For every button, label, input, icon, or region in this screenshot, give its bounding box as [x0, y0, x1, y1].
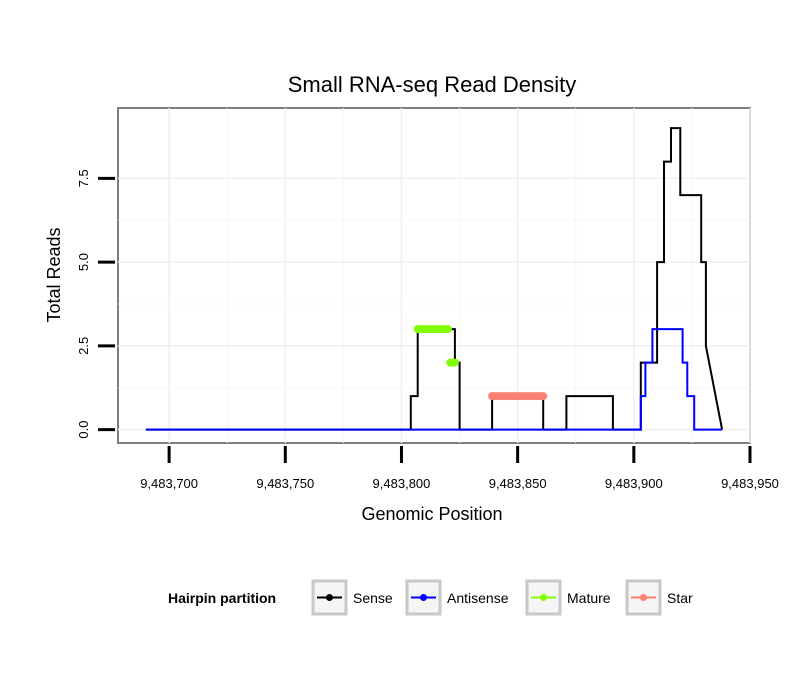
legend-item-antisense: Antisense: [405, 579, 509, 616]
y-tick-label: 0.0: [76, 421, 91, 439]
x-tick-label: 9,483,900: [605, 476, 663, 491]
y-axis: 0.0 2.5 5.0 7.5: [76, 169, 115, 439]
mature-point: [443, 325, 452, 334]
legend: Hairpin partition Sense Antisense Mature St…: [168, 579, 693, 616]
x-axis: 9,483,700 9,483,750 9,483,800 9,483,850 9,48…: [140, 446, 779, 491]
x-tick-label: 9,483,850: [489, 476, 547, 491]
legend-key-point: [326, 594, 333, 601]
x-axis-label: Genomic Position: [361, 504, 502, 524]
y-tick-label: 5.0: [76, 253, 91, 271]
legend-label: Sense: [353, 590, 393, 606]
series-antisense-line: [145, 328, 723, 431]
x-tick-label: 9,483,700: [140, 476, 198, 491]
legend-item-star: Star: [625, 579, 693, 616]
series-star: [488, 392, 548, 401]
mature-point: [450, 358, 459, 367]
legend-label: Star: [667, 590, 693, 606]
x-tick-label: 9,483,750: [256, 476, 314, 491]
legend-key-point: [420, 594, 427, 601]
x-tick-label: 9,483,800: [373, 476, 431, 491]
star-point: [539, 392, 548, 401]
legend-key-point: [540, 594, 547, 601]
series-layer: [145, 127, 724, 431]
legend-item-mature: Mature: [525, 579, 611, 616]
y-tick-label: 7.5: [76, 169, 91, 187]
legend-title: Hairpin partition: [168, 590, 276, 606]
legend-label: Antisense: [447, 590, 509, 606]
y-tick-label: 2.5: [76, 337, 91, 355]
legend-key-point: [640, 594, 647, 601]
x-tick-label: 9,483,950: [721, 476, 779, 491]
legend-item-sense: Sense: [311, 579, 393, 616]
chart-title: Small RNA-seq Read Density: [288, 72, 577, 97]
plot-panel: [117, 107, 751, 444]
series-mature: [413, 325, 459, 367]
y-axis-label: Total Reads: [44, 227, 64, 322]
legend-label: Mature: [567, 590, 611, 606]
